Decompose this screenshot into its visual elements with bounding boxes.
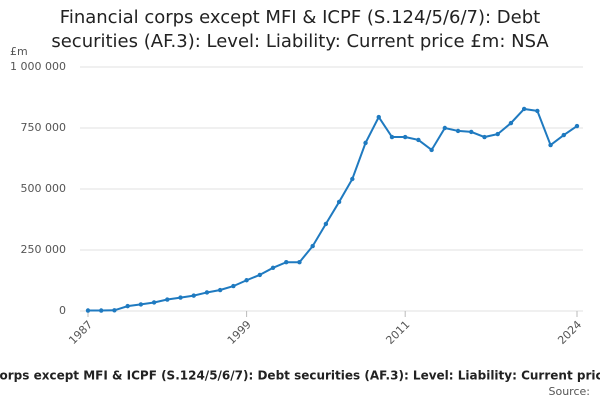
data-point xyxy=(310,243,315,249)
y-tick-label: 0 xyxy=(59,304,66,317)
data-point xyxy=(204,290,210,295)
source-label: Source: xyxy=(549,385,591,398)
chart-title: Financial corps except MFI & ICPF (S.124… xyxy=(51,7,549,52)
data-point xyxy=(350,176,355,182)
data-point xyxy=(389,134,395,140)
data-point xyxy=(85,308,91,313)
x-tick-label: 2011 xyxy=(383,318,412,347)
data-point xyxy=(112,308,117,313)
data-point xyxy=(574,123,580,129)
data-point xyxy=(535,108,540,114)
data-point xyxy=(244,278,249,283)
data-point xyxy=(402,134,408,140)
y-tick-label: 750 000 xyxy=(21,121,67,134)
data-point xyxy=(151,300,157,305)
x-tick-label: 1999 xyxy=(225,318,254,347)
data-point xyxy=(138,302,144,307)
data-point xyxy=(429,147,434,153)
data-point xyxy=(178,295,183,300)
data-point xyxy=(165,297,170,302)
data-point xyxy=(469,129,474,135)
data-point xyxy=(284,260,289,265)
data-point xyxy=(442,125,448,131)
data-point xyxy=(231,283,236,289)
data-point xyxy=(376,114,381,120)
data-point xyxy=(416,137,421,143)
data-point xyxy=(521,106,527,112)
data-point xyxy=(548,142,553,148)
data-point xyxy=(270,265,276,271)
data-point xyxy=(363,140,368,146)
data-point xyxy=(297,260,302,265)
y-axis-label: £m xyxy=(10,45,28,58)
footer-title: Financial corps except MFI & ICPF (S.124… xyxy=(0,369,600,383)
data-point xyxy=(336,199,342,205)
data-point xyxy=(482,134,487,140)
data-point xyxy=(323,221,329,227)
y-tick-label: 500 000 xyxy=(21,182,67,195)
data-point xyxy=(561,132,566,138)
y-tick-label: 1 000 000 xyxy=(10,60,66,73)
data-point xyxy=(495,131,500,137)
data-point xyxy=(125,303,130,309)
y-tick-label: 250 000 xyxy=(21,243,67,256)
x-tick-label: 1987 xyxy=(66,318,95,347)
data-point xyxy=(257,272,263,278)
data-line xyxy=(88,107,578,312)
data-point xyxy=(99,308,104,313)
data-point xyxy=(455,128,461,134)
data-point xyxy=(217,287,223,293)
x-tick-label: 2024 xyxy=(555,318,584,347)
data-point xyxy=(191,293,196,298)
data-point xyxy=(508,120,514,126)
